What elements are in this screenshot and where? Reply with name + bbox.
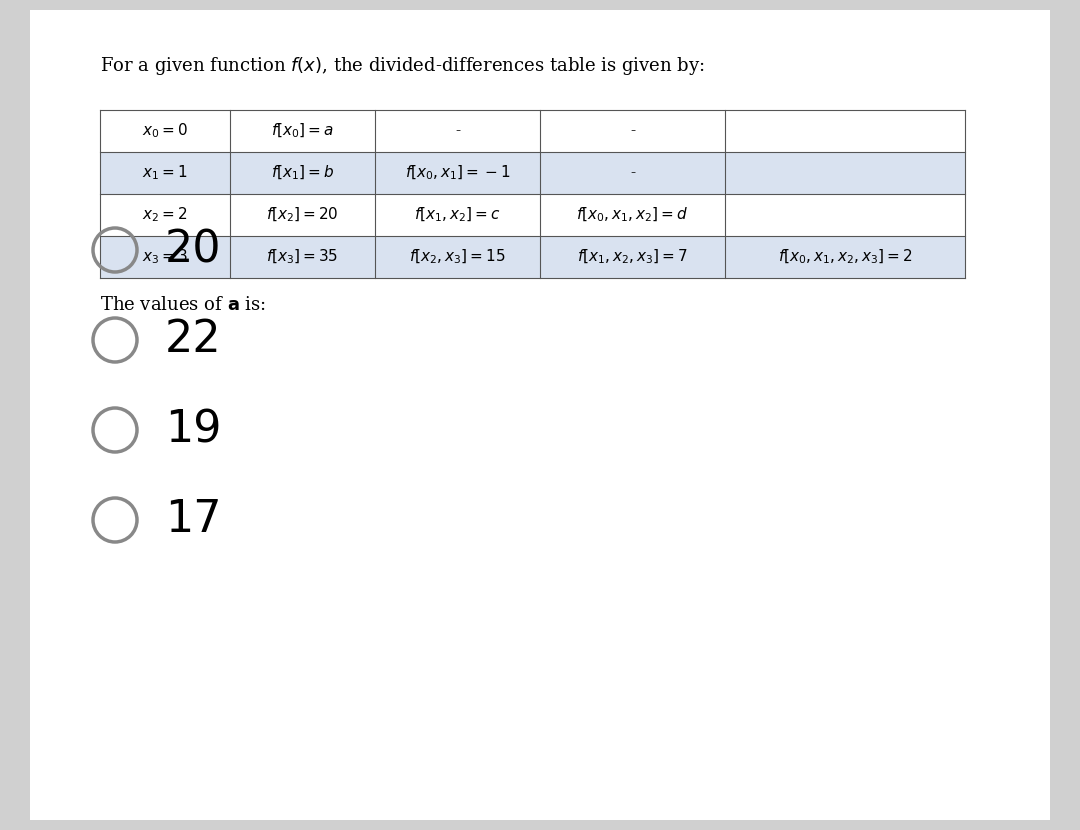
Text: 19: 19 <box>165 408 221 452</box>
Text: $f[x_2, x_3] = 15$: $f[x_2, x_3] = 15$ <box>409 248 505 266</box>
Text: $f[x_1, x_2] = c$: $f[x_1, x_2] = c$ <box>415 206 501 224</box>
Text: $x_0 = 0$: $x_0 = 0$ <box>141 122 188 140</box>
Text: -: - <box>455 124 460 138</box>
Text: $f[x_0] = a$: $f[x_0] = a$ <box>271 122 334 140</box>
Text: -: - <box>630 124 635 138</box>
Text: $f[x_0, x_1, x_2] = d$: $f[x_0, x_1, x_2] = d$ <box>577 206 689 224</box>
Text: $x_2 = 2$: $x_2 = 2$ <box>143 206 188 224</box>
Text: $f[x_0, x_1] = -1$: $f[x_0, x_1] = -1$ <box>405 164 510 183</box>
Text: 20: 20 <box>165 228 221 271</box>
Text: $x_3 = 3$: $x_3 = 3$ <box>143 247 188 266</box>
Text: $f[x_1, x_2, x_3] = 7$: $f[x_1, x_2, x_3] = 7$ <box>577 248 688 266</box>
Text: -: - <box>630 166 635 180</box>
Text: For a given function $f(x)$, the divided-differences table is given by:: For a given function $f(x)$, the divided… <box>100 55 705 77</box>
Text: $f[x_1] = b$: $f[x_1] = b$ <box>271 164 334 183</box>
Bar <box>100 236 966 278</box>
Bar <box>100 152 966 194</box>
Text: $f[x_2] = 20$: $f[x_2] = 20$ <box>266 206 339 224</box>
Text: $f[x_0, x_1, x_2, x_3] = 2$: $f[x_0, x_1, x_2, x_3] = 2$ <box>778 248 913 266</box>
Text: The values of $\bf{a}$ is:: The values of $\bf{a}$ is: <box>100 296 266 314</box>
Text: 22: 22 <box>165 319 221 362</box>
Text: $f[x_3] =35$: $f[x_3] =35$ <box>267 248 339 266</box>
Text: $x_1 = 1$: $x_1 = 1$ <box>143 164 188 183</box>
Text: 17: 17 <box>165 499 221 541</box>
